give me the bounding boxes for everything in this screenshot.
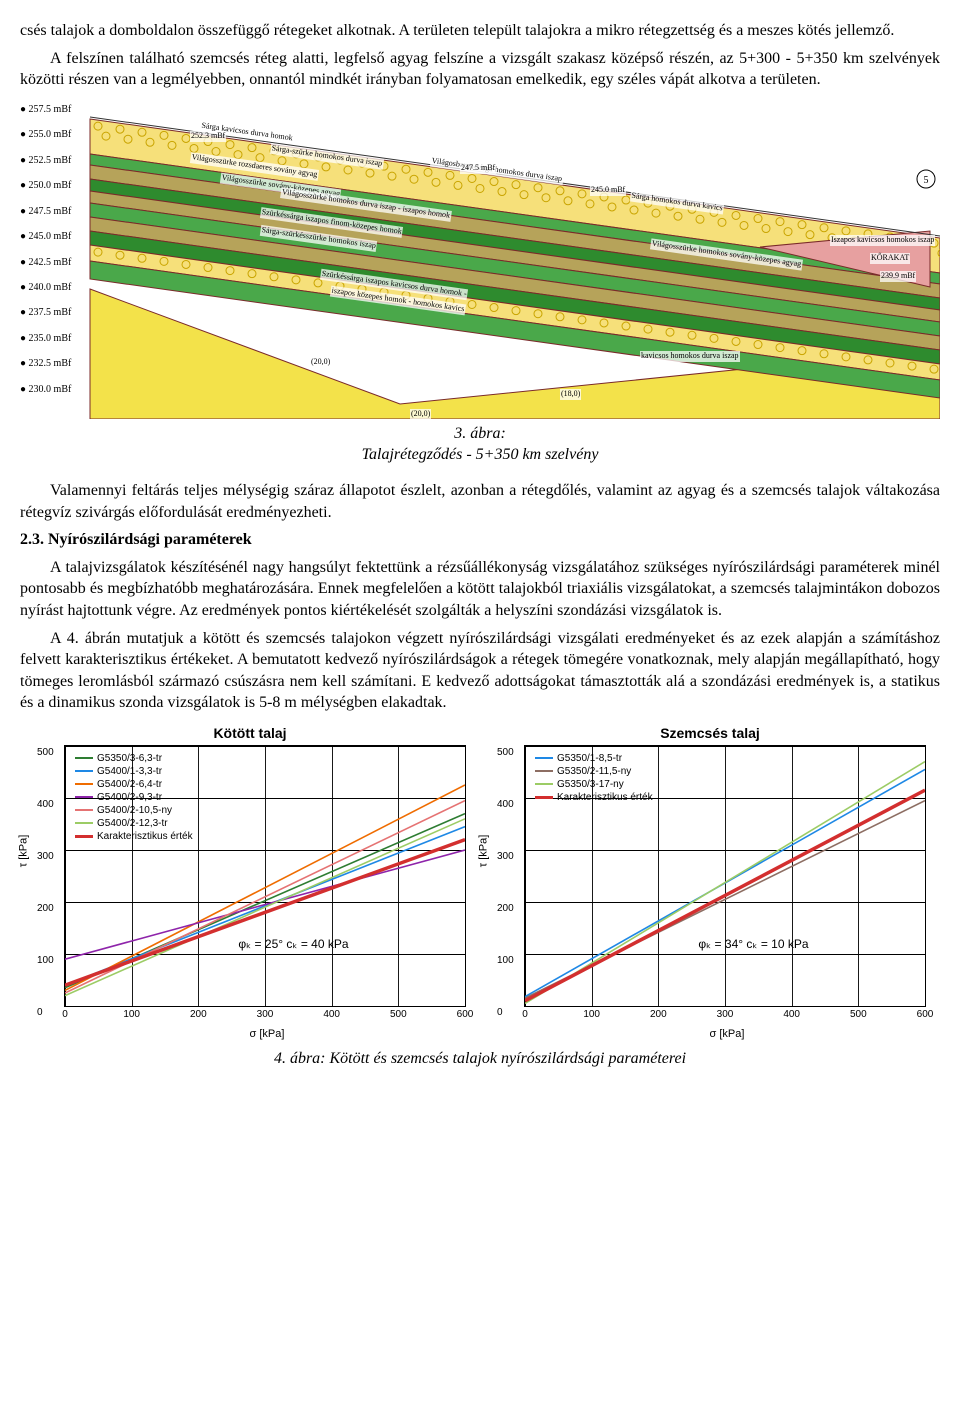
tick-x: 300 xyxy=(717,1008,734,1022)
tick-x: 200 xyxy=(650,1008,667,1022)
figure-3-caption: 3. ábra: Talajrétegződés - 5+350 km szel… xyxy=(20,423,940,466)
tick-x: 400 xyxy=(323,1008,340,1022)
legend-item: G5400/2-12,3-tr xyxy=(75,817,193,830)
figure-3-cross-section: ● 257.5 mBf● 255.0 mBf● 252.5 mBf● 250.0… xyxy=(20,99,940,419)
section-bottom-mark: (20,0) xyxy=(410,409,431,420)
stratum-label: kavicsos homokos durva iszap xyxy=(640,351,740,362)
tick-x: 300 xyxy=(257,1008,274,1022)
svg-text:5: 5 xyxy=(924,175,929,186)
tick-x: 600 xyxy=(457,1008,474,1022)
legend-item: G5400/2-10,5-ny xyxy=(75,804,193,817)
stratum-label: Iszapos kavicsos homokos iszap xyxy=(830,235,935,246)
legend-item: G5400/2-6,4-tr xyxy=(75,778,193,791)
legend-item: G5400/2-9,3-tr xyxy=(75,791,193,804)
tick-x: 0 xyxy=(522,1008,528,1022)
stratum-label: KŐRAKAT xyxy=(870,253,910,264)
figure-4-charts: Kötött talaj τ [kPa] 0100200300400500600… xyxy=(20,724,940,1042)
chart-legend: G5350/1-8,5-trG5350/2-11,5-nyG5350/3-17-… xyxy=(535,752,653,804)
section-bottom-mark: (18,0) xyxy=(560,389,581,400)
chart-title: Kötött talaj xyxy=(30,724,470,743)
legend-item: G5350/3-6,3-tr xyxy=(75,752,193,765)
axis-label-y: τ [kPa] xyxy=(17,835,32,867)
legend-item: G5350/3-17-ny xyxy=(535,778,653,791)
legend-item: G5400/1-3,3-tr xyxy=(75,765,193,778)
elevation-callout: 247.5 mBf xyxy=(460,163,496,174)
tick-x: 0 xyxy=(62,1008,68,1022)
legend-item: G5350/2-11,5-ny xyxy=(535,765,653,778)
axis-label-y: τ [kPa] xyxy=(477,835,492,867)
tick-x: 600 xyxy=(917,1008,934,1022)
tick-x: 500 xyxy=(850,1008,867,1022)
chart-title: Szemcsés talaj xyxy=(490,724,930,743)
figure-caption-line: 3. ábra: xyxy=(454,425,506,442)
elevation-callout: 245.0 mBf xyxy=(590,185,626,196)
axis-label-x: σ [kPa] xyxy=(524,1027,930,1042)
tick-x: 100 xyxy=(123,1008,140,1022)
body-paragraph: A felszínen található szemcsés réteg ala… xyxy=(20,48,940,91)
chart-cohesive: Kötött talaj τ [kPa] 0100200300400500600… xyxy=(30,724,470,1042)
body-paragraph: csés talajok a domboldalon összefüggő ré… xyxy=(20,20,940,42)
legend-item: Karakterisztikus érték xyxy=(75,830,193,843)
tick-x: 400 xyxy=(783,1008,800,1022)
figure-caption-line: Talajrétegződés - 5+350 km szelvény xyxy=(362,446,599,463)
chart-annotation: φₖ = 25° cₖ = 40 kPa xyxy=(238,936,445,950)
chart-plot-area: 01002003004005006000100200300400500G5350… xyxy=(64,745,466,1007)
figure-4-caption: 4. ábra: Kötött és szemcsés talajok nyír… xyxy=(20,1048,940,1070)
elevation-callout: 252.3 mBf xyxy=(190,131,226,142)
section-heading: 2.3. Nyírószilárdsági paraméterek xyxy=(20,529,940,551)
tick-x: 100 xyxy=(583,1008,600,1022)
elevation-callout: 239.9 mBf xyxy=(880,271,916,282)
tick-x: 500 xyxy=(390,1008,407,1022)
legend-item: Karakterisztikus érték xyxy=(535,791,653,804)
chart-plot-area: 01002003004005006000100200300400500G5350… xyxy=(524,745,926,1007)
section-heading-text: 2.3. Nyírószilárdsági paraméterek xyxy=(20,531,252,548)
chart-annotation: φₖ = 34° cₖ = 10 kPa xyxy=(698,936,905,950)
body-paragraph: A talajvizsgálatok készítésénél nagy han… xyxy=(20,557,940,622)
axis-label-x: σ [kPa] xyxy=(64,1027,470,1042)
section-bottom-mark: (20,0) xyxy=(310,357,331,368)
tick-x: 200 xyxy=(190,1008,207,1022)
body-paragraph: Valamennyi feltárás teljes mélységig szá… xyxy=(20,480,940,523)
body-paragraph: A 4. ábrán mutatjuk a kötött és szemcsés… xyxy=(20,628,940,714)
legend-item: G5350/1-8,5-tr xyxy=(535,752,653,765)
chart-granular: Szemcsés talaj τ [kPa] 01002003004005006… xyxy=(490,724,930,1042)
chart-legend: G5350/3-6,3-trG5400/1-3,3-trG5400/2-6,4-… xyxy=(75,752,193,843)
